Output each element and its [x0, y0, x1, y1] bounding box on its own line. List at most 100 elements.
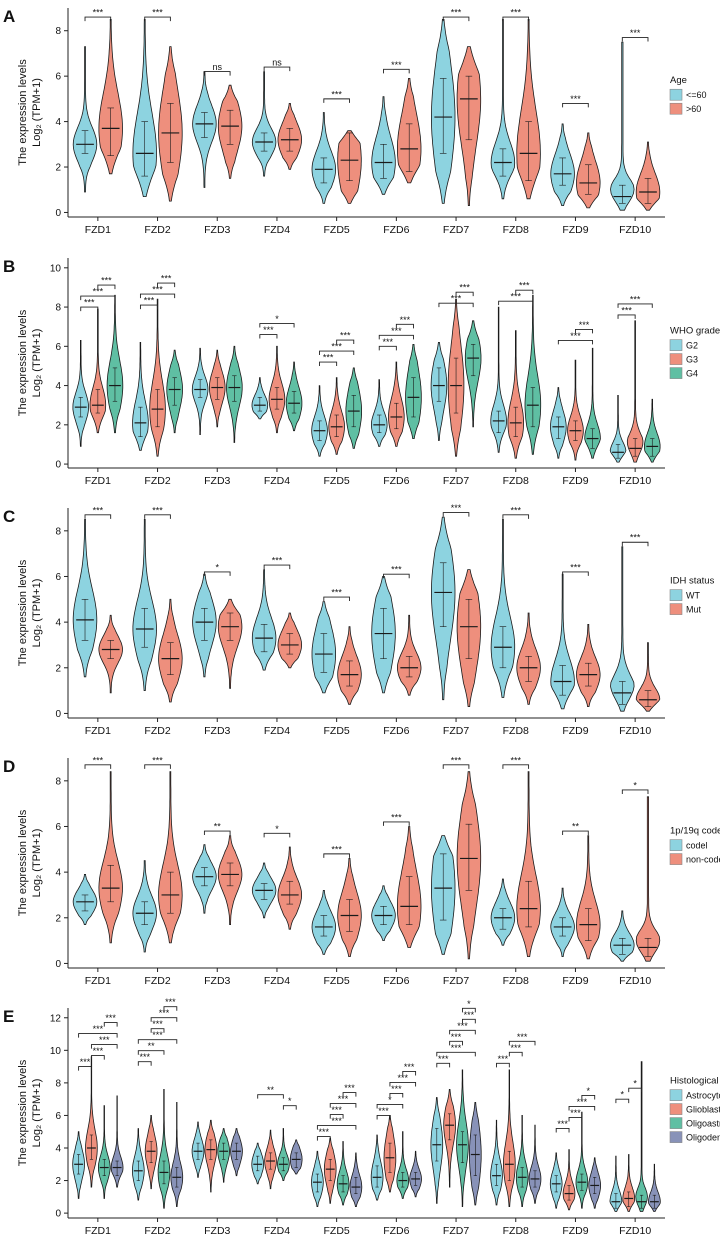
significance-bracket	[90, 1055, 105, 1060]
y-tick-label: 4	[55, 868, 61, 879]
violin-oligoastrocytoma	[575, 1111, 589, 1209]
panel-label: A	[3, 7, 15, 26]
significance-label: ***	[165, 997, 176, 1007]
panel-label: D	[3, 757, 15, 776]
significance-bracket	[442, 764, 470, 769]
y-tick-label: 10	[50, 1046, 62, 1057]
x-tick-label: FZD5	[324, 1225, 350, 1237]
violin--60	[635, 141, 661, 211]
significance-bracket	[502, 16, 530, 22]
significance-label: ***	[144, 296, 155, 306]
violin-non-codel	[158, 771, 183, 944]
significance-label: ***	[331, 1105, 342, 1115]
significance-label: *	[587, 1086, 591, 1096]
x-tick-label: FZD4	[264, 224, 290, 236]
significance-bracket	[144, 16, 171, 22]
significance-bracket	[562, 830, 589, 836]
violin--60	[98, 18, 123, 175]
significance-bracket	[615, 1098, 630, 1104]
significance-bracket	[562, 102, 589, 108]
x-tick-label: FZD7	[443, 224, 469, 236]
legend-item: codel	[686, 841, 708, 851]
x-tick-label: FZD5	[324, 725, 350, 737]
x-tick-label: FZD3	[204, 475, 230, 487]
legend-swatch	[669, 1089, 683, 1101]
legend-swatch	[669, 853, 683, 865]
significance-bracket	[203, 571, 231, 576]
significance-label: ***	[510, 8, 521, 18]
significance-bracket	[581, 1095, 596, 1100]
significance-label: ***	[464, 1010, 475, 1020]
legend-swatch	[669, 1117, 683, 1129]
legend-swatch	[669, 88, 683, 101]
legend-swatch	[669, 839, 683, 851]
legend-item: G4	[686, 369, 698, 379]
legend-item: Glioblastoma	[686, 1105, 720, 1115]
legend-swatch	[669, 367, 683, 379]
significance-label: ***	[80, 1057, 91, 1067]
significance-label: ***	[398, 1073, 409, 1083]
significance-bracket	[496, 1062, 510, 1068]
y-tick-label: 0	[55, 709, 61, 720]
significance-label: *	[467, 999, 471, 1009]
significance-bracket	[316, 1136, 331, 1141]
violin-g3	[507, 330, 524, 459]
significance-bracket	[144, 514, 171, 519]
x-tick-label: FZD5	[324, 975, 350, 987]
legend-swatch	[669, 102, 683, 115]
significance-bracket	[383, 68, 410, 74]
significance-label: *	[388, 1095, 392, 1105]
significance-bracket	[617, 303, 653, 308]
x-tick-label: FZD6	[383, 475, 409, 487]
significance-label: ***	[391, 812, 402, 822]
significance-bracket	[376, 1114, 391, 1120]
significance-bracket	[78, 1066, 92, 1071]
y-axis-unit: Log₂ (TPM+1)	[31, 1079, 43, 1148]
violin-mut	[635, 642, 661, 712]
significance-label: ***	[510, 292, 521, 302]
y-tick-label: 6	[55, 342, 61, 353]
significance-bracket	[150, 1017, 178, 1022]
significance-bracket	[498, 300, 534, 306]
x-tick-label: FZD2	[144, 1225, 170, 1237]
significance-bracket	[97, 284, 116, 290]
violin-glioblastoma	[85, 1056, 98, 1188]
legend-title: 1p/19q codeletion	[670, 826, 720, 837]
significance-bracket	[383, 573, 410, 579]
significance-bracket	[316, 1125, 357, 1130]
significance-bracket	[78, 1033, 118, 1038]
y-axis-unit: Log₂ (TPM+1)	[31, 78, 43, 147]
x-tick-label: FZD1	[85, 475, 111, 487]
significance-bracket	[163, 1006, 178, 1011]
x-tick-label: FZD3	[204, 975, 230, 987]
significance-label: ***	[510, 505, 521, 515]
x-tick-label: FZD8	[503, 224, 529, 236]
significance-bracket	[462, 1007, 476, 1013]
violin-wt	[251, 569, 277, 671]
significance-bracket	[436, 1051, 476, 1057]
y-axis-title: The expression levels	[17, 809, 29, 916]
violin--60	[251, 71, 277, 177]
significance-bracket	[84, 764, 112, 769]
significance-label: ***	[391, 60, 402, 70]
y-axis-title: The expression levels	[17, 59, 29, 166]
violin--60	[72, 46, 98, 193]
violin-g2	[609, 394, 627, 463]
significance-label: ***	[630, 533, 641, 543]
violin-g3	[567, 359, 584, 461]
significance-label: ***	[400, 315, 411, 325]
y-tick-label: 6	[55, 572, 61, 583]
significance-bracket	[617, 314, 636, 319]
significance-bracket	[508, 1051, 523, 1057]
significance-label: ***	[459, 283, 470, 293]
significance-label: ***	[331, 588, 342, 598]
significance-bracket	[263, 832, 291, 838]
significance-bracket	[555, 1128, 570, 1133]
significance-bracket	[436, 1062, 451, 1068]
violin-mut	[217, 598, 243, 689]
y-tick-label: 8	[55, 26, 61, 37]
legend-swatch	[669, 603, 683, 615]
violin-wt	[610, 546, 635, 712]
y-tick-label: 4	[55, 117, 61, 128]
